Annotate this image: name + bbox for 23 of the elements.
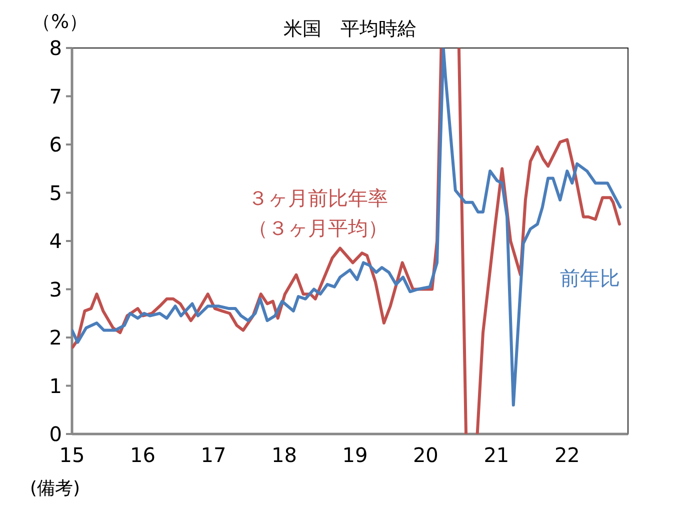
- y-tick-label: 6: [49, 132, 62, 156]
- x-tick-label: 21: [484, 443, 510, 467]
- series-label: 前年比: [560, 266, 620, 290]
- text: (備考): [30, 478, 80, 499]
- x-tick-label: 22: [554, 443, 580, 467]
- y-tick-label: 8: [49, 36, 62, 60]
- series-label: ３ヶ月前比年率（３ヶ月平均）: [248, 186, 388, 240]
- x-tick-label: 15: [59, 443, 85, 467]
- y-axis-title: （%）: [32, 11, 88, 33]
- y-tick-label: 0: [49, 422, 62, 446]
- y-tick-label: 5: [49, 180, 62, 205]
- y-tick-label: 2: [49, 326, 62, 350]
- x-tick-label: 17: [200, 443, 226, 467]
- x-tick-label: 20: [412, 443, 438, 467]
- y-tick-label: 4: [49, 229, 62, 253]
- y-tick-label: 1: [49, 374, 62, 398]
- y-tick-label: 3: [49, 277, 62, 302]
- x-tick-label: 18: [271, 443, 297, 467]
- x-tick-label: 19: [342, 443, 368, 467]
- y-tick-label: 7: [49, 84, 62, 108]
- x-tick-label: 16: [130, 443, 156, 467]
- line-series: [72, 48, 622, 407]
- chart-title: 米国 平均時給: [284, 18, 416, 40]
